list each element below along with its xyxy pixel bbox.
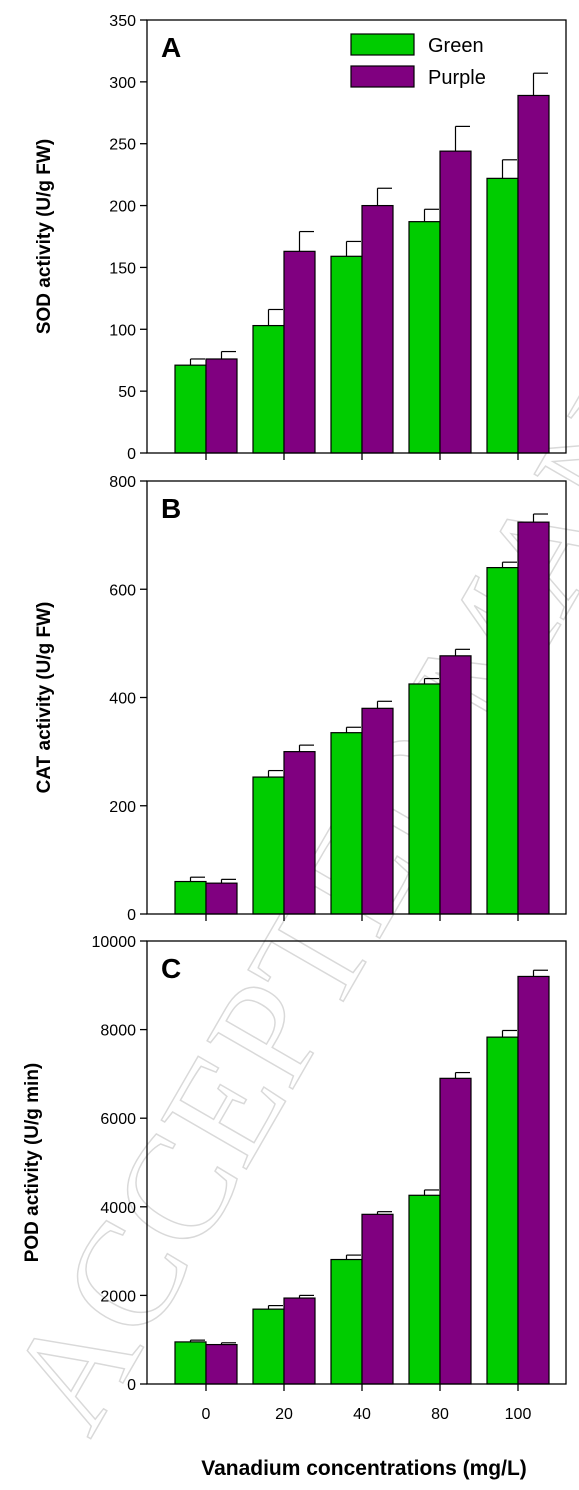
- x-axis-label: Vanadium concentrations (mg/L): [201, 1457, 527, 1480]
- bar-purple-100: [517, 975, 550, 1385]
- bar-green-20: [252, 776, 285, 915]
- bar-green-40: [330, 255, 363, 454]
- bar-purple-80: [439, 1077, 472, 1385]
- bar-green-40: [330, 1258, 363, 1385]
- y-tick-label: 100: [109, 322, 136, 339]
- y-tick-label: 2000: [100, 1288, 136, 1305]
- y-tick-label: 0: [127, 907, 136, 924]
- y-tick-label: 6000: [100, 1111, 136, 1128]
- y-tick-label: 200: [109, 199, 136, 216]
- bar-purple-20: [283, 751, 316, 915]
- bar-purple-100: [517, 521, 550, 915]
- y-tick-label: 600: [109, 582, 136, 599]
- bar-green-0: [174, 880, 207, 915]
- legend-label-green: Green: [428, 35, 484, 57]
- legend-label-purple: Purple: [428, 67, 486, 89]
- bar-green-20: [252, 1308, 285, 1385]
- y-tick-label: 250: [109, 137, 136, 154]
- y-axis-label: POD activity (U/g min): [22, 1063, 43, 1263]
- panel-b: 0 200 400 600 800 CAT activity (U/g FW) B: [34, 474, 567, 924]
- legend-swatch-green: [350, 33, 415, 56]
- y-tick-label: 400: [109, 691, 136, 708]
- bar-purple-80: [439, 655, 472, 915]
- y-tick-label: 150: [109, 260, 136, 277]
- y-tick-label: 800: [109, 474, 136, 491]
- bar-green-0: [174, 1341, 207, 1385]
- y-axis-label: CAT activity (U/g FW): [34, 602, 55, 794]
- x-tick-label: 100: [505, 1406, 532, 1423]
- bar-green-40: [330, 732, 363, 915]
- y-tick-label: 200: [109, 799, 136, 816]
- panel-label: B: [161, 493, 181, 524]
- panel-label: C: [161, 953, 181, 984]
- plot-frame: [146, 940, 567, 1385]
- y-tick-label: 4000: [100, 1200, 136, 1217]
- x-tick-label: 80: [431, 1406, 449, 1423]
- y-tick-label: 350: [109, 13, 136, 30]
- x-tick-label: 40: [353, 1406, 371, 1423]
- bar-purple-100: [517, 94, 550, 454]
- bar-purple-20: [283, 250, 316, 454]
- y-tick-label: 300: [109, 75, 136, 92]
- x-tick-label: 20: [275, 1406, 293, 1423]
- y-axis-label: SOD activity (U/g FW): [34, 139, 55, 334]
- bar-purple-0: [205, 1343, 238, 1385]
- legend-swatch-purple: [350, 65, 415, 88]
- y-tick-label: 0: [127, 1377, 136, 1394]
- x-tick-label: 0: [202, 1406, 211, 1423]
- panel-label: A: [161, 32, 181, 63]
- bar-purple-40: [361, 707, 394, 915]
- bar-green-100: [486, 566, 519, 915]
- y-tick-label: 8000: [100, 1023, 136, 1040]
- bar-green-80: [408, 683, 441, 915]
- bar-green-0: [174, 364, 207, 454]
- y-tick-label: 10000: [92, 934, 137, 951]
- bar-green-100: [486, 1036, 519, 1385]
- bar-green-80: [408, 221, 441, 454]
- bar-green-100: [486, 177, 519, 454]
- bar-purple-0: [205, 358, 238, 454]
- bar-purple-20: [283, 1297, 316, 1385]
- panel-a: 0 50 100 150 200 250 300 350 SOD activity (U/g F…: [34, 13, 567, 463]
- bar-purple-80: [439, 150, 472, 454]
- y-tick-label: 50: [118, 384, 136, 401]
- legend: Green Purple: [350, 33, 486, 89]
- bar-purple-0: [205, 882, 238, 915]
- bar-purple-40: [361, 204, 394, 454]
- bar-green-80: [408, 1194, 441, 1385]
- bar-purple-40: [361, 1213, 394, 1385]
- plot-frame: [146, 19, 567, 454]
- panel-c: 0 2000 4000 6000 8000 10000 0 20 40 80 100 POD acti…: [22, 934, 567, 1423]
- y-tick-label: 0: [127, 446, 136, 463]
- bar-green-20: [252, 324, 285, 454]
